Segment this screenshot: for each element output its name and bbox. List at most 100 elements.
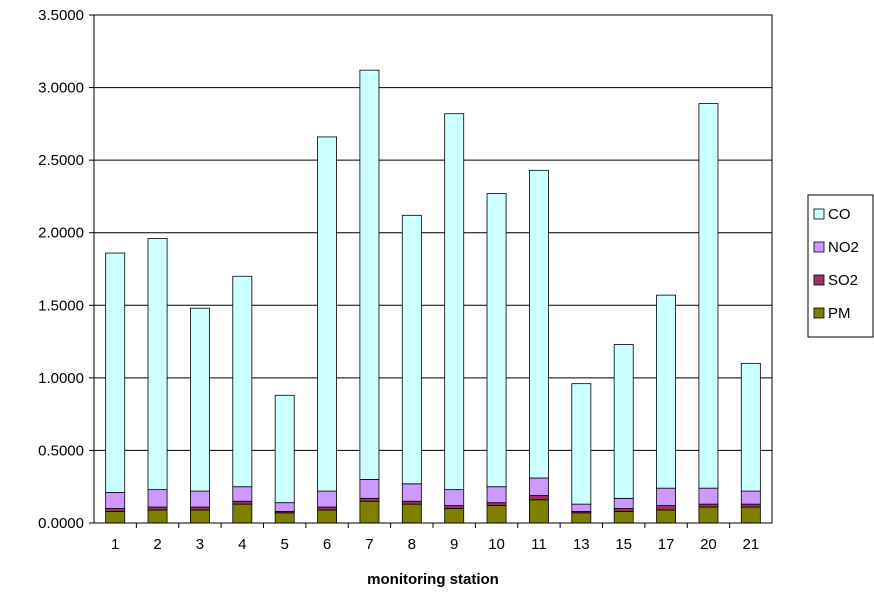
bar-segment-pm [401,503,422,524]
legend-swatch-co [813,208,825,220]
x-tick-label: 7 [365,536,373,553]
bar-segment-so2 [486,502,507,506]
bar-segment-no2 [613,497,634,509]
x-tick-label: 20 [700,536,717,553]
bar-segment-co [317,136,337,492]
bar-segment-no2 [147,489,168,508]
axes [89,14,773,528]
bar-segment-co [105,252,126,493]
bar-segment-pm [190,509,210,524]
x-tick-label: 2 [153,536,161,553]
bar-segment-no2 [232,486,253,502]
legend-swatch-no2 [813,241,825,253]
y-tick-label: 1.0000 [38,370,84,387]
x-tick-label: 4 [238,536,246,553]
bar-segment-pm [274,512,295,524]
bar-segment-so2 [190,506,210,511]
bar-segment-co [401,214,422,485]
y-tick-label: 3.5000 [38,7,84,24]
legend-label: CO [828,206,851,223]
bar-segment-so2 [698,503,719,508]
y-tick-label: 2.5000 [38,152,84,169]
bar-segment-so2 [105,508,126,512]
y-tick-label: 1.5000 [38,297,84,314]
tick-labels: 0.0000 0.5000 1.0000 1.5000 2.0000 2.5000 3.00… [38,7,759,553]
bar-segment-co [740,362,761,492]
bar-segment-pm [571,512,592,524]
bar-segment-so2 [444,505,465,509]
legend-label: PM [828,305,851,322]
x-tick-label: 3 [196,536,204,553]
bar-segment-co [274,394,295,504]
bar-segment-no2 [317,490,337,508]
legend-label: SO2 [828,272,858,289]
legend-swatch-so2 [813,274,825,286]
bar-segment-so2 [232,500,253,505]
bar-segment-no2 [486,486,507,504]
legend-swatch-pm [813,307,825,319]
bar-segment-so2 [740,503,761,508]
bar-segment-no2 [571,503,592,512]
bar-segment-co [613,344,634,499]
x-tick-label: 9 [450,536,458,553]
bar-segment-no2 [105,492,126,509]
bar-segment-so2 [317,506,337,511]
bars [105,69,761,524]
bar-segment-pm [105,510,126,524]
bar-segment-pm [232,503,253,524]
bar-segment-pm [317,509,337,524]
bar-segment-no2 [359,479,380,499]
x-axis-title: monitoring station [367,571,499,588]
bar-segment-co [529,169,549,479]
x-tick-label: 8 [408,536,416,553]
bar-segment-no2 [190,490,210,508]
bar-segment-co [359,69,380,480]
bar-segment-so2 [656,505,676,511]
bar-segment-co [444,113,465,491]
bar-segment-pm [656,509,676,524]
bar-segment-so2 [401,500,422,505]
y-tick-label: 0.5000 [38,442,84,459]
bar-segment-pm [359,500,380,524]
bar-segment-no2 [698,487,719,505]
bar-segment-co [698,103,719,489]
bar-segment-no2 [529,477,549,496]
legend-label: NO2 [828,239,859,256]
legend: CO NO2 SO2 PM [807,194,874,338]
bar-segment-no2 [401,483,422,502]
bar-segment-co [190,307,210,492]
x-tick-label: 21 [742,536,759,553]
bar-segment-co [656,294,676,489]
y-tick-label: 2.0000 [38,225,84,242]
x-tick-label: 15 [615,536,632,553]
bar-segment-no2 [444,489,465,506]
bar-segment-co [486,193,507,488]
bar-segment-so2 [613,508,634,512]
bar-segment-pm [698,506,719,524]
x-tick-label: 17 [658,536,675,553]
x-tick-label: 11 [531,536,547,553]
bar-segment-pm [147,509,168,524]
x-tick-label: 5 [281,536,289,553]
bar-segment-so2 [359,497,380,502]
bar-segment-pm [613,510,634,524]
y-tick-label: 3.0000 [38,80,84,97]
bar-segment-pm [486,505,507,524]
x-tick-label: 1 [111,536,119,553]
y-tick-label: 0.0000 [38,515,84,532]
bar-segment-co [147,238,168,491]
bar-segment-co [571,383,592,505]
bar-segment-so2 [147,506,168,511]
x-tick-label: 6 [323,536,331,553]
bar-segment-pm [529,499,549,524]
bar-segment-no2 [656,487,676,506]
bar-segment-co [232,275,253,488]
bar-segment-pm [444,508,465,524]
x-tick-label: 13 [573,536,590,553]
x-tick-label: 10 [488,536,505,553]
bar-segment-so2 [529,495,549,501]
bar-segment-pm [740,506,761,524]
bar-segment-no2 [274,502,295,512]
bar-segment-no2 [740,490,761,505]
